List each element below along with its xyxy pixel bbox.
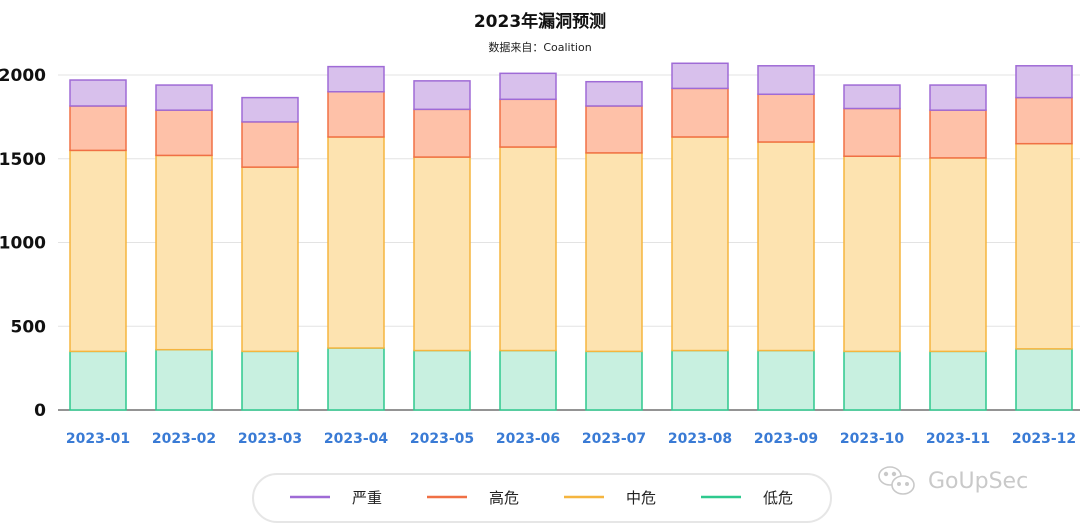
bar-segment bbox=[843, 107, 901, 157]
bar-segment bbox=[671, 349, 729, 411]
x-tick-label: 2023-01 bbox=[66, 431, 130, 447]
legend-item: 中危 bbox=[564, 489, 656, 507]
bar-segment bbox=[69, 105, 127, 152]
bar-segment bbox=[413, 80, 471, 111]
y-tick-label: 500 bbox=[11, 317, 47, 337]
bar-segment bbox=[241, 121, 299, 168]
bar-segment bbox=[929, 157, 987, 353]
bar-segment bbox=[757, 65, 815, 96]
bar-segment bbox=[327, 347, 385, 411]
bar-segment bbox=[241, 350, 299, 411]
bar-segment bbox=[499, 98, 557, 148]
bar-segment bbox=[69, 149, 127, 353]
bar-segment bbox=[843, 84, 901, 110]
bar-stack bbox=[69, 79, 127, 411]
bar-segment bbox=[499, 72, 557, 101]
bar-stack bbox=[929, 84, 987, 411]
bar-segment bbox=[69, 350, 127, 411]
bar-segment bbox=[585, 105, 643, 154]
bar-stack bbox=[843, 84, 901, 411]
legend-item: 严重 bbox=[290, 489, 382, 507]
bar-segment bbox=[327, 136, 385, 349]
y-tick-label: 2000 bbox=[0, 66, 46, 86]
x-tick-label: 2023-08 bbox=[668, 431, 732, 447]
legend-label: 低危 bbox=[763, 489, 793, 507]
watermark-text: GoUpSec bbox=[928, 469, 1028, 494]
bar-segment bbox=[929, 350, 987, 411]
x-tick-label: 2023-11 bbox=[926, 431, 990, 447]
y-tick-label: 0 bbox=[34, 401, 46, 421]
bar-stack bbox=[241, 96, 299, 411]
bar-segment bbox=[929, 109, 987, 159]
bar-segment bbox=[1015, 96, 1073, 145]
bar-segment bbox=[585, 350, 643, 411]
chart-title: 2023年漏洞预测 bbox=[474, 11, 606, 32]
grid-lines bbox=[58, 74, 1080, 411]
legend-item: 低危 bbox=[701, 489, 793, 507]
bar-stack bbox=[585, 80, 643, 411]
x-tick-label: 2023-05 bbox=[410, 431, 474, 447]
bar-stack bbox=[671, 62, 729, 411]
bars bbox=[69, 62, 1073, 411]
x-tick-label: 2023-02 bbox=[152, 431, 216, 447]
legend-label: 中危 bbox=[626, 489, 656, 507]
bar-segment bbox=[585, 152, 643, 353]
x-tick-label: 2023-06 bbox=[496, 431, 560, 447]
bar-segment bbox=[671, 136, 729, 352]
bar-segment bbox=[1015, 348, 1073, 411]
bar-stack bbox=[327, 65, 385, 411]
bar-stack bbox=[499, 72, 557, 411]
bar-segment bbox=[413, 108, 471, 158]
bar-segment bbox=[499, 146, 557, 352]
bar-segment bbox=[155, 154, 213, 351]
chart-subtitle: 数据来自：Coalition bbox=[488, 40, 591, 54]
bar-segment bbox=[69, 79, 127, 107]
bar-segment bbox=[757, 93, 815, 143]
bar-stack bbox=[155, 84, 213, 411]
bar-stack bbox=[1015, 65, 1073, 411]
bar-segment bbox=[671, 87, 729, 138]
legend: 严重 高危 中危 低危 bbox=[252, 473, 832, 523]
x-tick-label: 2023-12 bbox=[1012, 431, 1076, 447]
y-axis: 0 500 1000 1500 2000 bbox=[0, 66, 46, 421]
y-tick-label: 1000 bbox=[0, 234, 46, 254]
bar-segment bbox=[155, 348, 213, 411]
x-tick-label: 2023-10 bbox=[840, 431, 905, 447]
x-tick-label: 2023-04 bbox=[324, 431, 389, 447]
wechat-icon bbox=[878, 466, 915, 495]
legend-label: 严重 bbox=[352, 489, 382, 507]
bar-segment bbox=[757, 141, 815, 352]
bar-segment bbox=[843, 155, 901, 353]
bar-segment bbox=[585, 80, 643, 107]
bar-segment bbox=[499, 349, 557, 411]
bar-stack bbox=[757, 65, 815, 411]
bar-stack bbox=[413, 80, 471, 411]
bar-segment bbox=[155, 109, 213, 157]
bar-segment bbox=[241, 96, 299, 123]
bar-segment bbox=[757, 349, 815, 411]
legend-box bbox=[252, 473, 832, 523]
bar-segment bbox=[671, 62, 729, 90]
watermark: GoUpSec bbox=[878, 466, 1028, 495]
bar-segment bbox=[929, 84, 987, 111]
bar-segment bbox=[241, 166, 299, 353]
bar-segment bbox=[327, 91, 385, 138]
bar-segment bbox=[1015, 65, 1073, 99]
legend-item: 高危 bbox=[427, 489, 519, 507]
y-tick-label: 1500 bbox=[0, 150, 46, 170]
bar-segment bbox=[413, 156, 471, 352]
x-tick-label: 2023-07 bbox=[582, 431, 646, 447]
legend-label: 高危 bbox=[489, 489, 519, 507]
x-tick-label: 2023-03 bbox=[238, 431, 302, 447]
bar-segment bbox=[327, 65, 385, 93]
bar-segment bbox=[413, 349, 471, 411]
bar-segment bbox=[155, 84, 213, 111]
bar-segment bbox=[843, 350, 901, 411]
x-axis: 2023-01 2023-02 2023-03 2023-04 2023-05 2023-… bbox=[66, 431, 1076, 447]
bar-segment bbox=[1015, 142, 1073, 350]
x-tick-label: 2023-09 bbox=[754, 431, 818, 447]
